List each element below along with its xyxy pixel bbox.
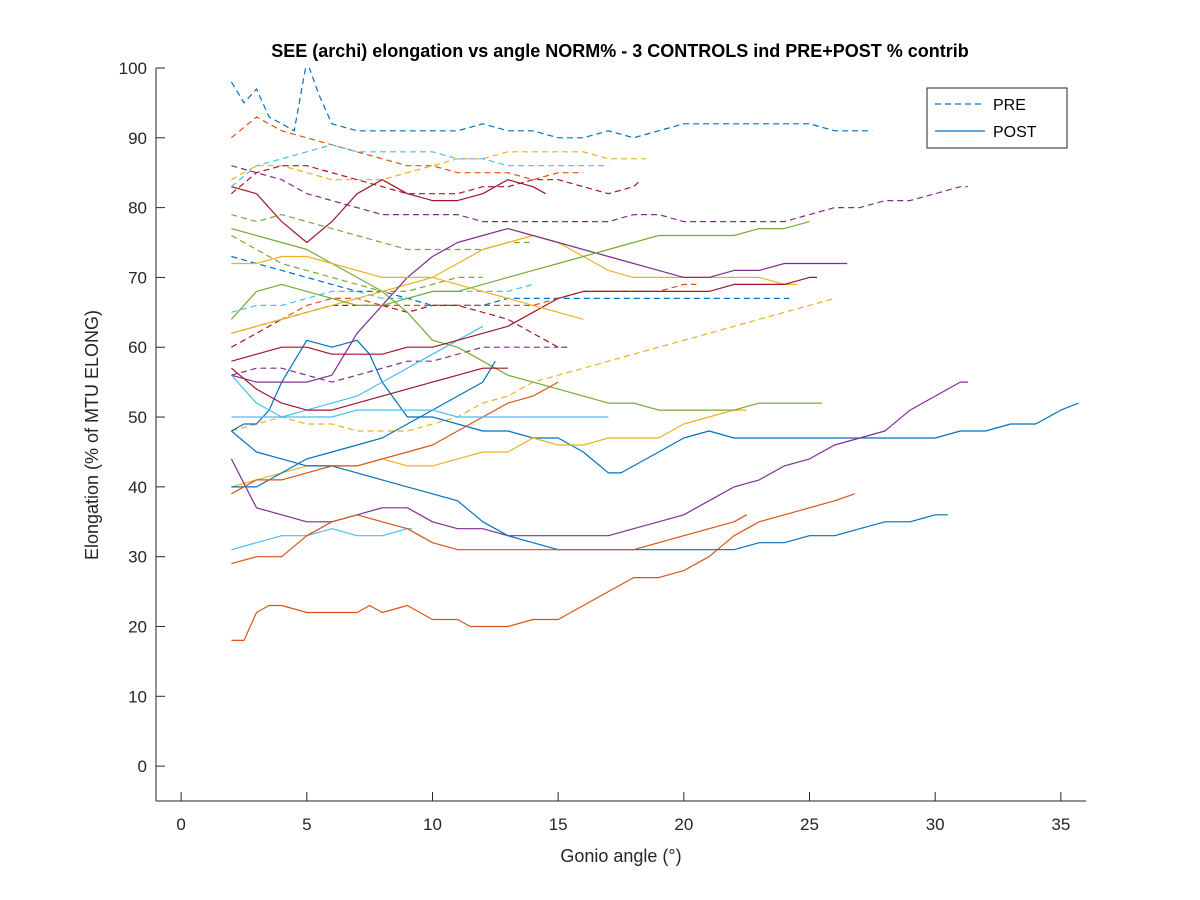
y-axis-label: Elongation (% of MTU ELONG) [82, 310, 102, 560]
legend-post-label: POST [993, 124, 1037, 141]
pre-series-line-10 [231, 346, 559, 383]
x-tick-label: 10 [423, 815, 442, 834]
post-series-line-14 [231, 339, 1079, 474]
pre-series-line-6 [231, 165, 642, 195]
post-series-line-29 [231, 381, 559, 495]
pre-series-line-3 [231, 165, 968, 223]
x-ticks: 0 5 10 15 20 25 30 35 [176, 792, 1070, 834]
y-tick-label: 80 [128, 199, 147, 218]
post-series-line-25 [230, 221, 810, 320]
pre-series-line-12 [231, 283, 534, 313]
y-tick-label: 0 [138, 757, 147, 776]
x-tick-label: 0 [176, 815, 185, 834]
post-series-line-24 [231, 228, 848, 383]
post-series-line-32 [231, 255, 584, 320]
y-tick-label: 90 [128, 129, 147, 148]
chart-title: SEE (archi) elongation vs angle NORM% - … [271, 41, 969, 61]
post-series-line-26 [230, 325, 484, 418]
post-series-line-23 [231, 234, 797, 334]
legend-pre-label: PRE [993, 97, 1026, 114]
y-tick-label: 40 [128, 478, 147, 497]
post-series-line-15 [231, 493, 855, 642]
x-tick-label: 30 [926, 815, 945, 834]
y-tick-label: 20 [128, 617, 147, 636]
y-tick-label: 30 [128, 548, 147, 567]
y-tick-label: 70 [128, 268, 147, 287]
pre-series-line-2 [231, 151, 647, 181]
y-tick-label: 100 [119, 59, 147, 78]
x-tick-label: 35 [1051, 815, 1070, 834]
pre-series-line-4 [231, 214, 533, 251]
post-series-line-31 [231, 409, 609, 418]
pre-series-line-11 [231, 234, 483, 292]
x-tick-label: 20 [674, 815, 693, 834]
x-axis-label: Gonio angle (°) [560, 846, 681, 866]
pre-series-line-1 [231, 116, 584, 181]
post-series-line-28 [231, 360, 496, 488]
post-series-line-20 [231, 179, 546, 244]
x-tick-label: 25 [800, 815, 819, 834]
pre-series-line-0 [230, 68, 873, 139]
y-ticks: 0 10 20 30 40 50 60 70 80 90 100 [119, 59, 165, 776]
post-series-line-30 [231, 367, 508, 411]
post-series-line-22 [231, 514, 747, 565]
pre-series-line-5 [231, 144, 609, 188]
post-series-line-27 [231, 276, 818, 362]
y-tick-label: 10 [128, 687, 147, 706]
legend: PRE POST [926, 87, 1068, 149]
x-tick-label: 15 [549, 815, 568, 834]
post-series-line-19 [231, 528, 413, 551]
plot-area: 0 5 10 15 20 25 30 35 0 10 20 30 40 50 60 70 80 90 100 [119, 59, 1086, 834]
series-lines [230, 68, 1079, 642]
legend-box [926, 87, 1068, 149]
axes-background [156, 68, 1086, 801]
y-tick-label: 50 [128, 408, 147, 427]
y-tick-label: 60 [128, 338, 147, 357]
pre-series-line-8 [231, 283, 697, 334]
x-tick-label: 5 [302, 815, 311, 834]
